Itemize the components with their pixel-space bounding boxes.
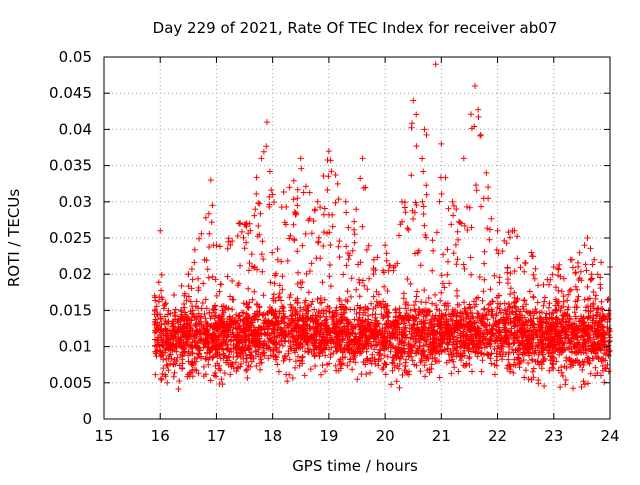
roti-peak-point	[258, 155, 265, 162]
roti-peak-point	[460, 155, 467, 162]
y-tick-label: 0.015	[49, 301, 92, 319]
x-tick-label: 21	[432, 427, 451, 445]
x-tick-label: 20	[376, 427, 395, 445]
roti-peak-point	[185, 271, 192, 278]
roti-peak-point	[269, 191, 276, 198]
roti-peak-point	[449, 198, 456, 205]
y-tick-label: 0	[82, 410, 92, 428]
y-tick-label: 0.05	[59, 48, 92, 66]
roti-peak-point	[264, 119, 271, 126]
roti-peak-point	[528, 249, 535, 256]
roti-peak-point	[511, 227, 518, 234]
roti-data-point-group	[159, 202, 608, 380]
y-tick-label: 0.04	[59, 120, 92, 138]
roti-peak-point	[494, 227, 501, 234]
y-tick-label: 0.035	[49, 157, 92, 175]
roti-peak-point	[325, 148, 332, 155]
roti-peak-point	[483, 169, 490, 176]
data-points-layer	[151, 61, 613, 392]
y-tick-label: 0.02	[59, 265, 92, 283]
roti-peak-point	[359, 155, 366, 162]
x-tick-label: 18	[263, 427, 282, 445]
x-axis-title: GPS time / hours	[292, 457, 418, 475]
roti-peak-point	[438, 140, 445, 147]
roti-peak-point	[213, 242, 220, 249]
roti-peak-point	[421, 126, 428, 133]
roti-peak-point	[207, 177, 214, 184]
y-tick-label: 0.005	[49, 374, 92, 392]
roti-peak-point	[151, 292, 158, 299]
x-tick-label: 17	[207, 427, 226, 445]
roti-peak-point	[157, 227, 164, 234]
y-tick-label: 0.025	[49, 229, 92, 247]
chart-title: Day 229 of 2021, Rate Of TEC Index for r…	[153, 19, 558, 37]
roti-peak-point	[286, 184, 293, 191]
roti-peak-point	[584, 235, 591, 241]
roti-peak-point	[382, 242, 389, 249]
x-tick-label: 23	[544, 427, 563, 445]
x-tick-label: 15	[94, 427, 113, 445]
roti-peak-point	[410, 97, 417, 104]
roti-peak-point	[550, 263, 557, 270]
roti-peak-point	[297, 155, 304, 162]
x-tick-label: 16	[151, 427, 170, 445]
y-tick-label: 0.045	[49, 84, 92, 102]
roti-peak-point	[162, 300, 169, 307]
ticks-layer: 15 16 17 18 19 20 21 22 23 24 0 0.005 0.01 0.015 0.02 0…	[49, 48, 620, 445]
roti-peak-point	[370, 256, 377, 263]
x-tick-label: 24	[600, 427, 619, 445]
roti-peak-point	[398, 198, 405, 205]
y-axis-title: ROTI / TECUs	[5, 189, 23, 287]
roti-peak-point	[235, 220, 242, 227]
x-tick-label: 19	[319, 427, 338, 445]
roti-peak-point	[472, 82, 479, 89]
y-tick-label: 0.01	[59, 338, 92, 356]
roti-peak-point	[342, 198, 349, 205]
roti-peak-point	[432, 61, 439, 68]
roti-peak-point	[567, 256, 574, 263]
y-tick-label: 0.03	[59, 193, 92, 211]
x-tick-label: 22	[488, 427, 507, 445]
roti-peak-point	[314, 198, 321, 205]
